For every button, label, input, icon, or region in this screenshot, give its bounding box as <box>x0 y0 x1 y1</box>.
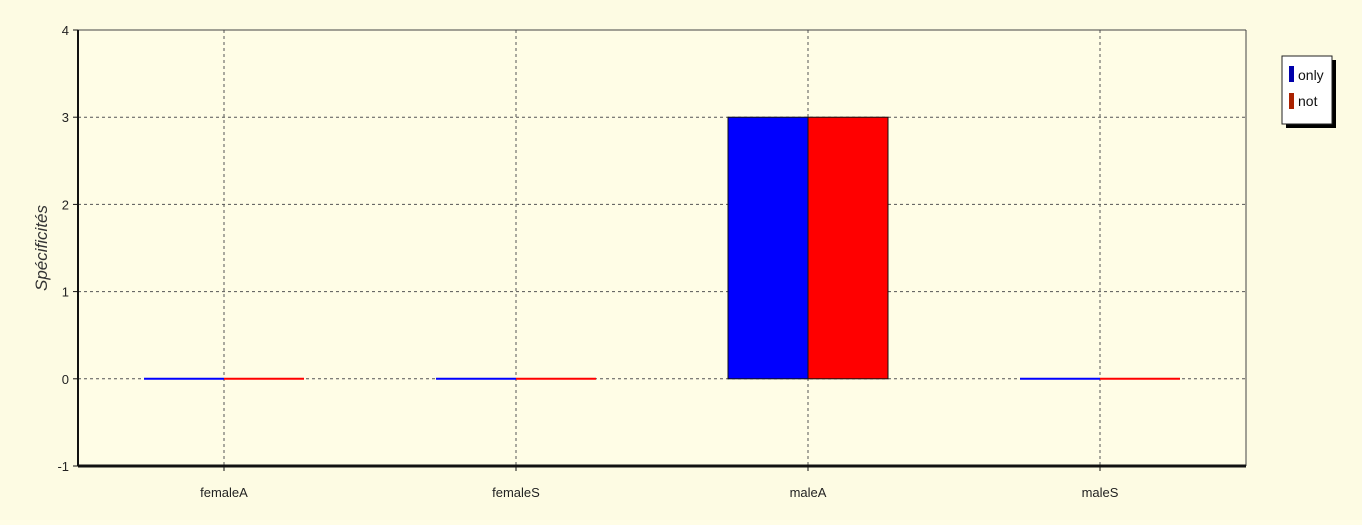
y-tick-label: 0 <box>62 372 69 387</box>
y-tick-label: 1 <box>62 285 69 300</box>
x-tick-label: femaleA <box>200 485 248 500</box>
plot-frame <box>77 29 1247 468</box>
x-tick-label: maleS <box>1082 485 1119 500</box>
x-axis-ticks: femaleA femaleS maleA maleS <box>200 466 1119 500</box>
y-tick-label: -1 <box>57 459 69 474</box>
legend-label-only: only <box>1298 67 1324 83</box>
y-tick-label: 2 <box>62 197 69 212</box>
bar-only-maleA <box>727 116 809 380</box>
legend-swatch-not <box>1289 93 1294 109</box>
y-tick-label: 3 <box>62 110 69 125</box>
bars <box>144 116 1180 380</box>
legend-label-not: not <box>1298 93 1318 109</box>
bar-not-maleA <box>807 116 889 380</box>
x-tick-label: maleA <box>790 485 827 500</box>
y-axis-title: Spécificités <box>32 205 51 291</box>
legend: only not <box>1281 55 1336 128</box>
x-tick-label: femaleS <box>492 485 540 500</box>
y-tick-label: 4 <box>62 23 69 38</box>
plot-area <box>78 30 1246 466</box>
y-axis-ticks: 4 3 2 1 0 -1 <box>57 23 78 474</box>
legend-swatch-only <box>1289 66 1294 82</box>
